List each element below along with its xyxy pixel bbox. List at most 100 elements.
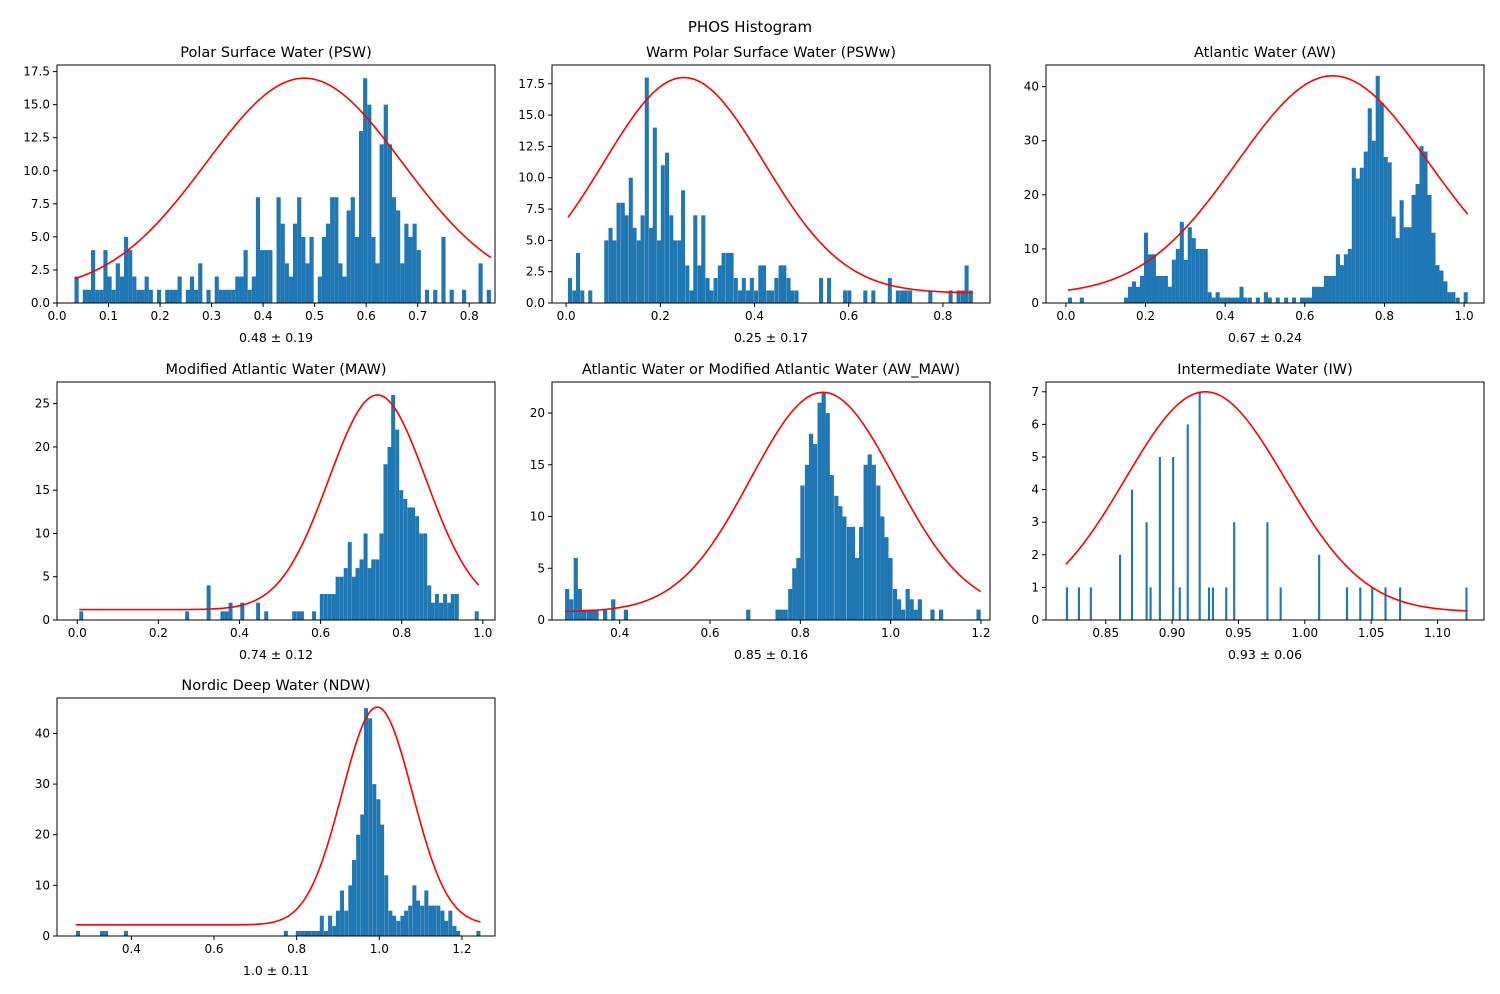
histogram-bar bbox=[423, 533, 428, 620]
histogram-bar bbox=[367, 568, 372, 620]
figure-title: PHOS Histogram bbox=[688, 18, 812, 36]
histogram-bar bbox=[165, 289, 170, 303]
histogram-bar bbox=[343, 568, 348, 620]
histogram-bar bbox=[387, 144, 392, 303]
histogram-bar bbox=[677, 240, 682, 303]
histogram-bar bbox=[1383, 156, 1388, 303]
histogram-bar bbox=[1077, 587, 1080, 620]
histogram-bar bbox=[296, 611, 301, 620]
histogram-bar bbox=[185, 289, 190, 303]
histogram-bar bbox=[1119, 554, 1122, 620]
histogram-bar bbox=[235, 276, 240, 303]
x-tick-label: 0.4 bbox=[745, 309, 764, 323]
histogram-bar bbox=[808, 433, 814, 620]
histogram-bar bbox=[1186, 424, 1189, 620]
histogram-bar bbox=[1439, 270, 1444, 303]
subplot-title: Atlantic Water (AW) bbox=[1194, 45, 1336, 61]
histogram-bar bbox=[1363, 151, 1368, 303]
histogram-bar bbox=[1419, 146, 1424, 303]
histogram-bar bbox=[424, 289, 430, 303]
histogram-bar bbox=[123, 236, 129, 303]
histogram-bar bbox=[1465, 587, 1468, 620]
histogram-bar bbox=[713, 277, 718, 303]
histogram-bar bbox=[220, 611, 225, 620]
histogram-bar bbox=[416, 900, 421, 936]
histogram-bar bbox=[908, 290, 913, 303]
histogram-bar bbox=[590, 609, 595, 620]
histogram-bars bbox=[568, 77, 973, 303]
histogram-bar bbox=[387, 446, 392, 620]
histogram-bar bbox=[819, 277, 824, 303]
histogram-bar bbox=[412, 223, 417, 303]
histogram-bar bbox=[323, 930, 328, 936]
histogram-bar bbox=[449, 289, 454, 303]
y-tick-label: 40 bbox=[1024, 80, 1039, 94]
histogram-bar bbox=[1207, 587, 1211, 620]
histogram-bar bbox=[859, 526, 864, 620]
histogram-bar bbox=[317, 276, 322, 303]
histogram-bar bbox=[1235, 297, 1240, 303]
histogram-bar bbox=[144, 276, 149, 303]
histogram-bar bbox=[1151, 254, 1156, 303]
histogram-bar bbox=[1451, 292, 1456, 303]
y-tick-label: 12.5 bbox=[23, 131, 50, 145]
histogram-bar bbox=[733, 277, 738, 303]
histogram-bar bbox=[156, 289, 162, 303]
histogram-bar bbox=[913, 609, 918, 620]
histogram-bar bbox=[312, 611, 317, 620]
histogram-bar bbox=[363, 78, 368, 303]
histogram-bar bbox=[569, 599, 574, 620]
histogram-bar bbox=[368, 718, 373, 936]
histogram-bar bbox=[351, 576, 356, 620]
histogram-bar bbox=[280, 223, 285, 303]
histogram-bar bbox=[359, 559, 364, 620]
histogram-bar bbox=[251, 276, 256, 303]
y-tick-label: 2.5 bbox=[31, 263, 50, 277]
histogram-bar bbox=[948, 290, 953, 303]
histogram-bar bbox=[327, 594, 332, 620]
x-tick-label: 1.0 bbox=[370, 942, 389, 956]
histogram-bar bbox=[185, 611, 190, 620]
histogram-bar bbox=[339, 576, 344, 620]
histogram-bar bbox=[194, 289, 199, 303]
histogram-bar bbox=[616, 202, 621, 303]
histogram-bar bbox=[288, 276, 294, 303]
x-axis-label: 0.85 ± 0.16 bbox=[734, 647, 808, 662]
x-tick-label: 0.85 bbox=[1092, 626, 1119, 640]
y-tick-label: 7.5 bbox=[31, 197, 50, 211]
histogram-bar bbox=[681, 190, 686, 303]
histogram-bar bbox=[384, 875, 389, 936]
histogram-bar bbox=[372, 784, 377, 936]
histogram-bar bbox=[632, 227, 637, 303]
histogram-bar bbox=[243, 250, 248, 303]
histogram-bar bbox=[900, 290, 905, 303]
histogram-bar bbox=[887, 277, 892, 303]
histogram-bar bbox=[415, 516, 420, 620]
histogram-bar bbox=[328, 915, 333, 936]
histogram-bar bbox=[91, 250, 96, 303]
histogram-bar bbox=[1227, 297, 1232, 303]
x-tick-label: 0.8 bbox=[460, 309, 479, 323]
histogram-bar bbox=[198, 263, 203, 303]
y-tick-label: 15 bbox=[530, 458, 545, 472]
histogram-bar bbox=[1171, 259, 1176, 303]
histogram-bar bbox=[276, 197, 281, 303]
histogram-bar bbox=[247, 289, 252, 303]
histogram-bar bbox=[1225, 587, 1228, 620]
histogram-bar bbox=[478, 263, 483, 303]
histogram-bar bbox=[660, 165, 665, 303]
histogram-bar bbox=[1427, 194, 1432, 303]
y-tick-label: 17.5 bbox=[518, 77, 545, 91]
histogram-bar bbox=[775, 609, 780, 620]
histogram-bar bbox=[717, 265, 722, 303]
histogram-bar bbox=[408, 236, 413, 303]
histogram-bar bbox=[115, 263, 120, 303]
x-tick-label: 0.90 bbox=[1159, 626, 1186, 640]
histogram-bar bbox=[1411, 194, 1416, 303]
histogram-bar bbox=[99, 289, 104, 303]
histogram-bar bbox=[363, 533, 368, 620]
histogram-bar bbox=[443, 594, 448, 620]
histogram-bar bbox=[968, 290, 973, 303]
histogram-bar bbox=[1247, 297, 1252, 303]
histogram-bar bbox=[334, 197, 339, 303]
